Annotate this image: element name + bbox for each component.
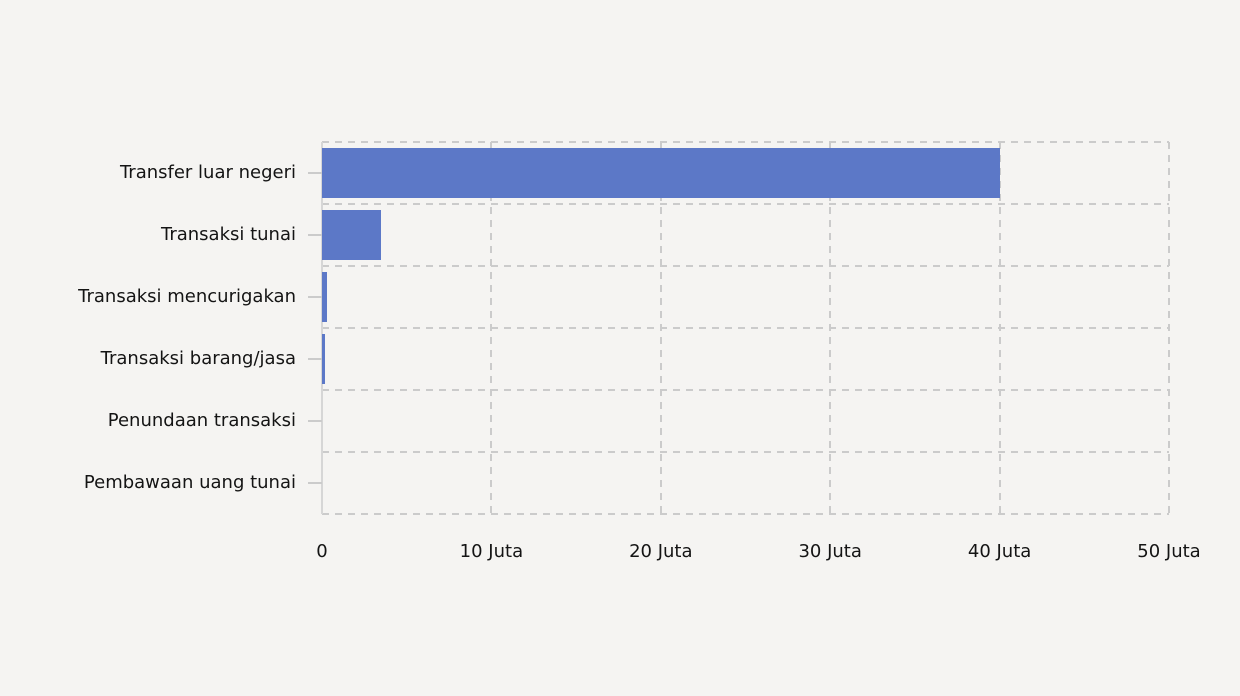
y-axis-label: Transaksi tunai: [160, 224, 296, 245]
y-axis-tick: [308, 296, 322, 298]
bar: [322, 272, 328, 322]
y-axis-tick: [308, 358, 322, 360]
x-axis-label: 30 Juta: [798, 541, 862, 562]
y-axis-label: Transaksi barang/jasa: [100, 348, 296, 369]
bar: [322, 210, 382, 260]
bar: [322, 334, 325, 384]
y-axis-tick: [308, 172, 322, 174]
horizontal-gridline: [322, 203, 1169, 205]
x-axis-label: 0: [316, 541, 328, 562]
y-axis-tick: [308, 234, 322, 236]
x-axis-label: 40 Juta: [967, 541, 1032, 562]
y-axis-tick: [308, 482, 322, 484]
vertical-gridline: [829, 142, 832, 514]
x-axis-label: 50 Juta: [1137, 541, 1201, 562]
bar: [322, 148, 1000, 198]
vertical-gridline: [1168, 142, 1170, 514]
y-axis-label: Penundaan transaksi: [107, 410, 296, 431]
horizontal-gridline: [322, 265, 1169, 267]
x-axis-label: 10 Juta: [459, 541, 524, 562]
horizontal-gridline: [322, 513, 1169, 515]
horizontal-gridline: [322, 327, 1169, 329]
y-axis-label: Transaksi mencurigakan: [78, 286, 296, 307]
vertical-gridline: [659, 142, 662, 514]
vertical-gridline: [490, 142, 493, 514]
y-axis-label: Pembawaan uang tunai: [83, 472, 296, 493]
horizontal-gridline: [322, 389, 1169, 391]
horizontal-gridline: [322, 141, 1169, 143]
y-axis-line: [321, 142, 323, 514]
y-axis-tick: [308, 420, 322, 422]
vertical-gridline: [998, 142, 1001, 514]
x-axis-label: 20 Juta: [629, 541, 693, 562]
plot-area: [321, 141, 1170, 515]
horizontal-gridline: [322, 451, 1169, 453]
y-axis-label: Transfer luar negeri: [119, 162, 296, 183]
